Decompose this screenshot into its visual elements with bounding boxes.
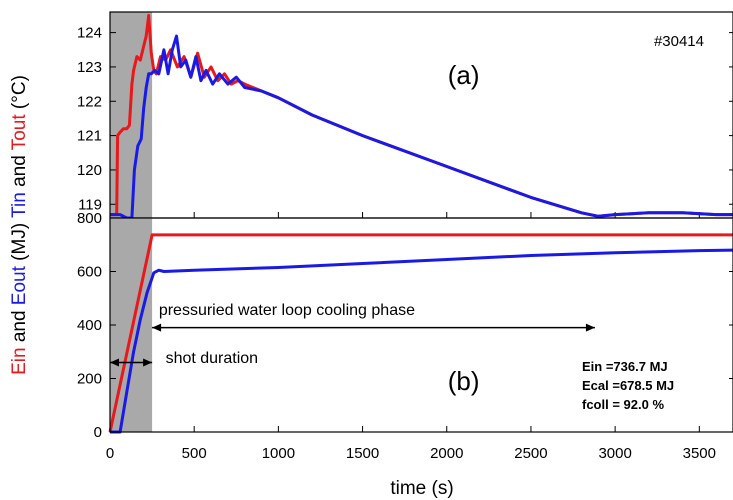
arrow-head-left [152,323,162,332]
arrow-head-right [585,323,595,332]
y-tick-label: 119 [78,196,102,213]
shot-id-label: #30414 [654,33,704,50]
series-line-tout [110,13,733,218]
y-axis-title-part: Tin [9,192,30,218]
y-axis-title-part: Ein [9,347,30,374]
y-tick-label: 600 [77,264,102,281]
series-line-eout [110,248,733,434]
y-axis-title-part: (°C) [9,75,30,114]
energy-summary-line: fcoll = 92.0 % [582,397,664,412]
x-tick-label: 1000 [262,445,295,462]
plot-frame-panel-b [109,217,733,433]
panel-label: (b) [448,366,480,396]
energy-summary-line: Ecal =678.5 MJ [582,378,674,393]
panel-label: (a) [448,60,480,90]
y-axis-title-part: Tout [9,114,30,151]
plot-frame-panel-a [109,11,733,219]
arrow-head-right [143,358,153,367]
y-tick-label: 120 [77,162,102,179]
y-tick-label: 122 [77,93,102,110]
x-tick-label: 3500 [683,445,716,462]
arrow-head-left [110,358,119,367]
x-tick-label: 3000 [598,445,631,462]
y-axis-title-part: and [9,305,30,347]
series-line-tin [110,34,733,220]
y-tick-label: 121 [77,128,102,145]
y-axis-title-part: Eout [9,265,30,305]
annotation-label: pressuried water loop cooling phase [159,302,415,319]
x-tick-label: 0 [106,445,114,462]
y-tick-label: 800 [77,210,102,227]
energy-summary-line: Ein =736.7 MJ [582,359,668,374]
y-tick-label: 200 [77,371,102,388]
x-tick-label: 500 [182,445,207,462]
x-axis-title: time (s) [390,478,453,499]
y-axis-title: Ein and Eout (MJ) Tin and Tout (°C) [9,75,30,375]
x-tick-label: 2000 [430,445,463,462]
y-tick-label: 123 [77,59,102,76]
annotation-label: shot duration [166,350,259,367]
y-axis-title-part: and [9,150,30,192]
y-tick-label: 0 [94,424,102,441]
y-tick-label: 124 [77,25,102,42]
x-tick-label: 1500 [346,445,379,462]
series-line-ein [108,233,733,433]
y-tick-label: 400 [77,317,102,334]
x-tick-label: 2500 [514,445,547,462]
y-axis-title-part: (MJ) [9,218,30,266]
